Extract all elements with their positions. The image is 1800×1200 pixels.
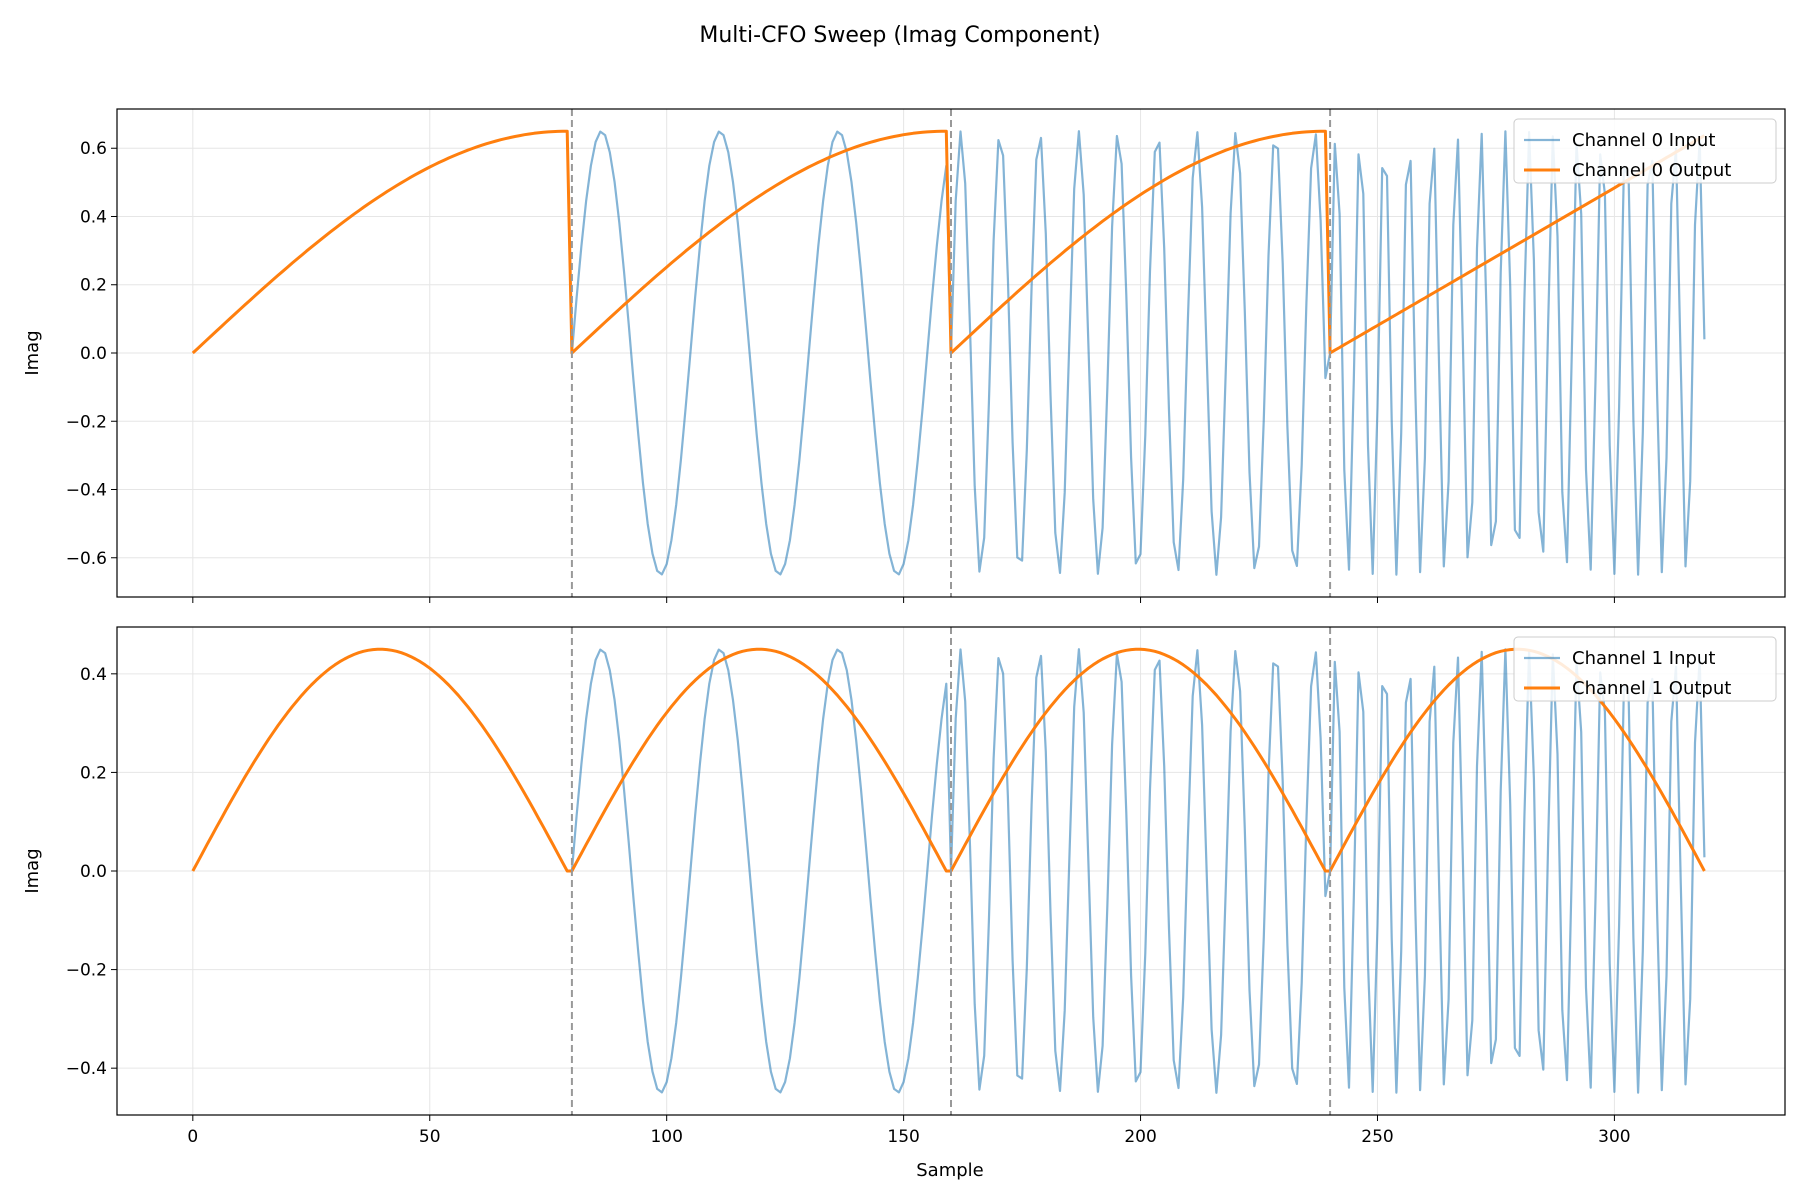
series-line-input [570, 130, 1706, 576]
chart-title: Multi-CFO Sweep (Imag Component) [699, 23, 1100, 48]
x-tick-label: 300 [1598, 1127, 1630, 1147]
y-tick-label: −0.6 [66, 549, 107, 569]
panels: −0.6 −0.4 −0.2 0.0 0.2 0.4 0.6 Imag Channel 0 In… [22, 108, 1786, 1147]
legend-box [1513, 636, 1777, 702]
y-tick-label: 0.0 [80, 344, 107, 364]
x-tick-label: 200 [1124, 1127, 1156, 1147]
series-line-input [570, 648, 1706, 1094]
legend-label: Channel 0 Input [1572, 130, 1715, 151]
y-tick-label: −0.4 [66, 1059, 107, 1079]
legend-box [1513, 118, 1777, 184]
panel-1: −0.4 −0.2 0.0 0.2 0.4 0 50 100 150 200 250 300 Imag C… [22, 626, 1786, 1147]
legend-label: Channel 1 Output [1572, 678, 1731, 699]
x-tick-label: 100 [650, 1127, 682, 1147]
y-axis-label: Imag [22, 848, 43, 893]
y-axis-label: Imag [22, 330, 43, 375]
y-tick-label: −0.2 [66, 961, 107, 981]
y-tick-label: −0.2 [66, 412, 107, 432]
x-axis-label: Sample [916, 1160, 984, 1181]
x-tick-label: 250 [1361, 1127, 1393, 1147]
y-tick-label: 0.2 [80, 763, 107, 783]
series-line-output [191, 129, 1706, 355]
x-tick-label: 150 [887, 1127, 919, 1147]
panel-0: −0.6 −0.4 −0.2 0.0 0.2 0.4 0.6 Imag Channel 0 In… [22, 108, 1786, 603]
y-tick-label: 0.6 [80, 139, 107, 159]
y-tick-label: 0.0 [80, 862, 107, 882]
y-tick-label: 0.4 [80, 207, 107, 227]
y-tick-label: 0.2 [80, 276, 107, 296]
series-line-output [191, 647, 1706, 873]
y-tick-label: −0.4 [66, 481, 107, 501]
y-tick-label: 0.4 [80, 665, 107, 685]
x-tick-label: 50 [419, 1127, 441, 1147]
legend-label: Channel 1 Input [1572, 648, 1715, 669]
x-tick-label: 0 [187, 1127, 198, 1147]
legend-label: Channel 0 Output [1572, 160, 1731, 181]
